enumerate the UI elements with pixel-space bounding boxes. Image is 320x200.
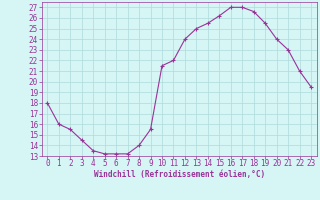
X-axis label: Windchill (Refroidissement éolien,°C): Windchill (Refroidissement éolien,°C) bbox=[94, 170, 265, 179]
